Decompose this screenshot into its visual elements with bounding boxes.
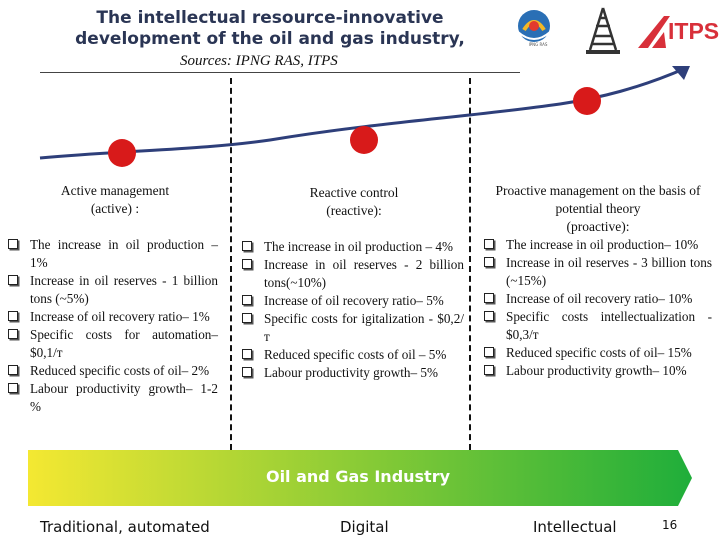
heading-line: (reactive): [326, 203, 382, 218]
stage-digital: Digital [340, 518, 389, 536]
band-shape [28, 450, 692, 506]
checkbox-bullet-icon [242, 295, 252, 305]
column-divider-2 [469, 78, 471, 450]
list-item: Increase in oil reserves - 2 billion ton… [242, 256, 464, 292]
checkbox-bullet-icon [484, 257, 494, 267]
list-item: Specific costs for automation– $0,1/т [8, 326, 218, 362]
checkbox-bullet-icon [484, 293, 494, 303]
itps-logo-text: ITPS [668, 18, 720, 44]
list-item: Increase in oil reserves - 1 billion ton… [8, 272, 218, 308]
heading-line: Active management [60, 183, 170, 198]
list-item: The increase in oil production – 4% [242, 238, 464, 256]
column-heading-reactive: Reactive control (reactive): [268, 184, 440, 220]
stage-traditional: Traditional, automated [40, 518, 210, 536]
checkbox-bullet-icon [484, 311, 494, 321]
heading-line: (proactive): [566, 219, 630, 234]
ipng-ras-logo [517, 10, 551, 42]
checkbox-bullet-icon [8, 329, 18, 339]
checkbox-bullet-icon [242, 259, 252, 269]
metrics-list-proactive: The increase in oil production– 10% Incr… [484, 236, 712, 380]
stage-intellectual: Intellectual [533, 518, 617, 536]
heading-line: Reactive control [309, 185, 399, 200]
list-item: The increase in oil production – 1% [8, 236, 218, 272]
sources-note: Sources: IPNG RAS, ITPS [180, 53, 338, 69]
title-line-1: The intellectual resource-innovative [96, 8, 444, 28]
curve-arrowhead-icon [672, 66, 690, 80]
metrics-list-reactive: The increase in oil production – 4% Incr… [242, 238, 464, 382]
checkbox-bullet-icon [484, 239, 494, 249]
checkbox-bullet-icon [242, 349, 252, 359]
checkbox-bullet-icon [242, 241, 252, 251]
checkbox-bullet-icon [8, 365, 18, 375]
column-divider-1 [230, 78, 232, 450]
title-line-2: development of the oil and gas industry, [75, 29, 465, 49]
checkbox-bullet-icon [484, 347, 494, 357]
list-item: Specific costs intellectualization - $0,… [484, 308, 712, 344]
list-item: The increase in oil production– 10% [484, 236, 712, 254]
band-label: Oil and Gas Industry [265, 467, 451, 486]
ipng-ras-caption: IPNG RAS [528, 42, 548, 47]
industry-arrow-band [28, 450, 692, 506]
checkbox-bullet-icon [8, 275, 18, 285]
checkbox-bullet-icon [242, 367, 252, 377]
milestone-dot-reactive [350, 126, 378, 154]
checkbox-bullet-icon [242, 313, 252, 323]
list-item: Reduced specific costs of oil – 5% [242, 346, 464, 364]
checkbox-bullet-icon [8, 239, 18, 249]
list-item: Reduced specific costs of oil– 2% [8, 362, 218, 380]
list-item: Increase of oil recovery ratio– 10% [484, 290, 712, 308]
page-number: 16 [662, 518, 678, 532]
metrics-list-active: The increase in oil production – 1% Incr… [8, 236, 218, 416]
list-item: Reduced specific costs of oil– 15% [484, 344, 712, 362]
itps-logo [638, 16, 670, 48]
growth-curve-diagram [39, 66, 690, 167]
milestone-dot-active [108, 139, 136, 167]
list-item: Labour productivity growth– 5% [242, 364, 464, 382]
milestone-dot-proactive [573, 87, 601, 115]
list-item: Increase of oil recovery ratio– 5% [242, 292, 464, 310]
checkbox-bullet-icon [8, 383, 18, 393]
list-item: Labour productivity growth– 1-2 % [8, 380, 218, 416]
checkbox-bullet-icon [8, 311, 18, 321]
growth-curve [39, 66, 687, 160]
checkbox-bullet-icon [484, 365, 494, 375]
heading-line: potential theory [555, 201, 641, 216]
slide-title: The intellectual resource-innovative dev… [40, 8, 500, 50]
oil-derrick-logo [586, 7, 620, 54]
list-item: Specific costs for igitalization - $0,2/… [242, 310, 464, 346]
heading-line: Proactive management on the basis of [495, 183, 701, 198]
list-item: Increase of oil recovery ratio– 1% [8, 308, 218, 326]
heading-line: (active) : [90, 201, 140, 216]
list-item: Increase in oil reserves - 3 billion ton… [484, 254, 712, 290]
title-underline [40, 72, 520, 73]
column-heading-proactive: Proactive management on the basis of pot… [478, 182, 718, 236]
list-item: Labour productivity growth– 10% [484, 362, 712, 380]
column-heading-active: Active management (active) : [30, 182, 200, 218]
